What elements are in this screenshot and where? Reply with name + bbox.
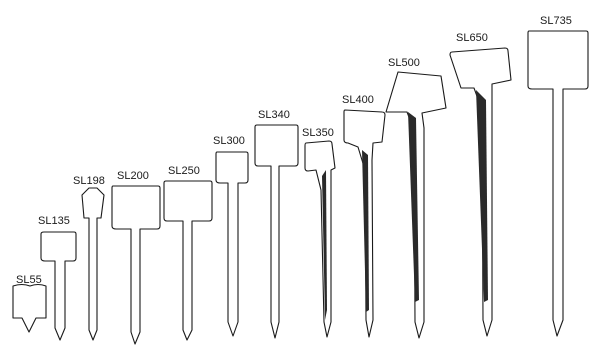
label-sl350: SL350: [302, 127, 336, 338]
label-sl135: SL135: [38, 215, 77, 341]
label-sl500-text: SL500: [388, 57, 420, 69]
label-sl300: SL300: [213, 135, 249, 337]
label-sl250: SL250: [163, 165, 213, 341]
label-sl400: SL400: [342, 94, 386, 338]
label-sl300-text: SL300: [213, 135, 245, 147]
label-sl650: SL650: [449, 32, 512, 337]
label-sl55: SL55: [12, 274, 47, 333]
label-sl350-text: SL350: [302, 127, 334, 139]
label-sl198-text: SL198: [73, 175, 105, 187]
label-sl250-text: SL250: [168, 165, 200, 177]
label-sl500: SL500: [385, 57, 447, 339]
label-sl340-text: SL340: [258, 109, 290, 121]
label-sl135-text: SL135: [38, 215, 70, 227]
label-sl198: SL198: [73, 175, 105, 341]
label-sl400-text: SL400: [342, 94, 374, 106]
label-sl735: SL735: [527, 15, 589, 337]
label-sl200: SL200: [111, 170, 161, 345]
label-sl650-text: SL650: [456, 32, 488, 44]
label-sl735-text: SL735: [540, 15, 572, 27]
label-sl200-text: SL200: [117, 170, 149, 182]
label-sl55-text: SL55: [16, 274, 42, 286]
label-sl340: SL340: [254, 109, 299, 339]
